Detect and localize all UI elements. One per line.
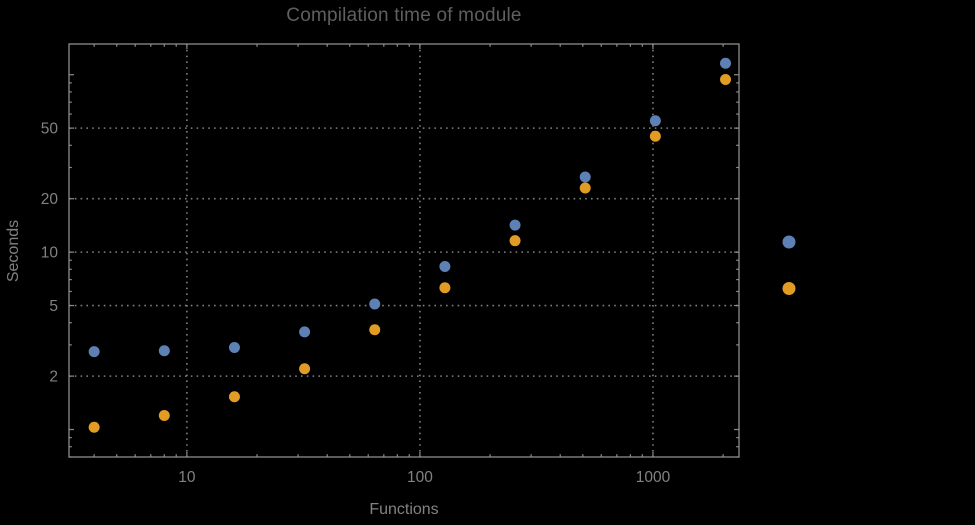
data-point-series-1	[649, 115, 661, 127]
y-tick-label: 50	[41, 121, 59, 138]
y-tick-label: 2	[49, 369, 58, 386]
y-tick-label: 20	[41, 191, 59, 208]
x-tick-label: 10	[178, 469, 196, 486]
x-tick-label: 1000	[636, 469, 671, 486]
data-point-series-1	[228, 341, 240, 353]
legend-marker-series-1	[782, 235, 796, 249]
data-point-series-2	[439, 282, 451, 294]
data-point-series-2	[720, 73, 732, 85]
plot-frame	[68, 43, 740, 458]
data-point-series-1	[369, 298, 381, 310]
legend-marker-series-2	[782, 282, 796, 295]
x-tick-label: 100	[407, 469, 433, 486]
data-point-series-2	[649, 130, 661, 142]
data-point-series-2	[369, 324, 381, 336]
data-point-series-1	[299, 326, 311, 338]
data-point-series-2	[579, 182, 591, 194]
data-point-series-2	[88, 421, 100, 433]
data-point-series-1	[439, 260, 451, 272]
y-tick-label: 5	[49, 298, 58, 315]
data-point-series-1	[158, 345, 170, 357]
chart-title: Compilation time of module	[286, 5, 522, 26]
data-point-series-2	[509, 235, 521, 247]
data-point-series-1	[509, 219, 521, 231]
data-point-series-2	[299, 363, 311, 375]
x-axis-label: Functions	[369, 501, 439, 518]
data-point-series-2	[158, 409, 170, 421]
data-point-series-1	[88, 346, 100, 358]
data-point-series-1	[720, 57, 732, 69]
data-point-series-1	[579, 171, 591, 183]
y-tick-label: 10	[41, 245, 59, 262]
data-point-series-2	[228, 391, 240, 403]
